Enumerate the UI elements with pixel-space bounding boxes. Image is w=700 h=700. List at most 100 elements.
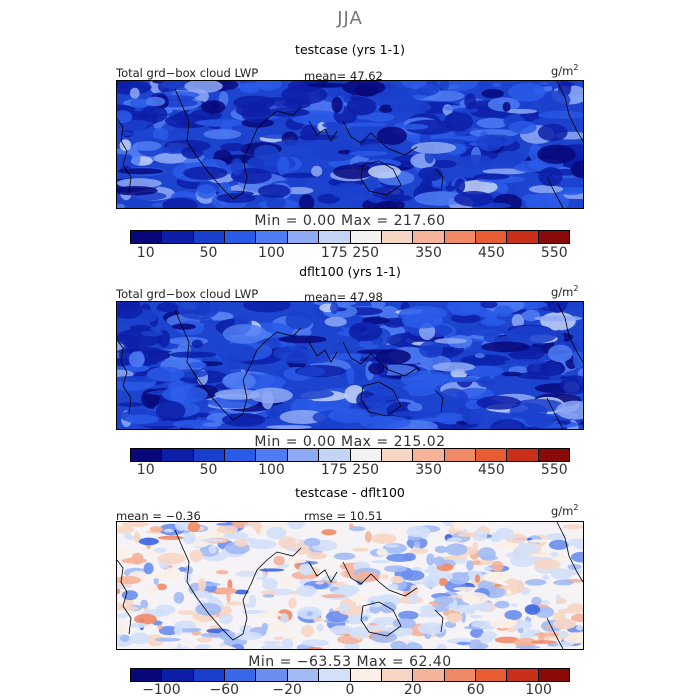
field-cell xyxy=(171,323,196,330)
field-cell xyxy=(333,552,356,560)
field-cell xyxy=(349,526,366,532)
field-cell xyxy=(301,639,330,647)
field-cell xyxy=(548,539,569,550)
field-cell xyxy=(248,539,277,550)
field-cell xyxy=(263,640,282,645)
field-cell xyxy=(119,139,132,151)
field-cell xyxy=(235,570,259,577)
field-cell xyxy=(438,388,468,409)
field-cell xyxy=(383,565,407,573)
field-cell xyxy=(220,143,247,152)
field-cell xyxy=(250,522,261,530)
field-cell xyxy=(156,583,167,591)
field-cell xyxy=(526,361,566,377)
field-cell xyxy=(560,375,583,395)
field-cell xyxy=(260,644,283,649)
field-cell xyxy=(125,414,159,424)
coastline xyxy=(266,327,302,341)
field-cell xyxy=(145,583,159,596)
field-cell xyxy=(278,335,327,344)
field-cell xyxy=(281,85,328,105)
colorbar-segment xyxy=(507,669,539,681)
field-cell xyxy=(375,349,411,365)
field-cell xyxy=(374,200,398,208)
field-cell xyxy=(181,146,204,159)
field-cell xyxy=(195,644,213,649)
field-cell xyxy=(411,141,457,154)
field-cell xyxy=(131,552,144,565)
field-cell xyxy=(119,634,130,642)
field-cell xyxy=(188,361,207,369)
field-cell xyxy=(315,581,324,585)
field-cell xyxy=(371,186,405,199)
field-cell xyxy=(348,321,383,342)
field-cell xyxy=(348,151,389,156)
field-cell xyxy=(444,377,479,382)
coastline xyxy=(174,529,268,641)
field-cell xyxy=(284,186,314,195)
field-cell xyxy=(445,543,468,556)
field-cell xyxy=(241,603,257,608)
field-cell xyxy=(357,634,362,641)
field-cell xyxy=(163,528,174,533)
field-cell xyxy=(546,302,568,313)
field-cell xyxy=(313,617,324,622)
coastline xyxy=(546,617,564,649)
field-cell xyxy=(387,583,399,590)
field-cell xyxy=(141,330,163,337)
field-cell xyxy=(216,570,229,575)
field-cell xyxy=(239,82,261,94)
panel2-units: g/m2 xyxy=(551,284,579,299)
colorbar-tick-label: 550 xyxy=(540,245,568,261)
field-cell xyxy=(234,589,249,595)
field-cell xyxy=(469,615,483,619)
field-cell xyxy=(525,192,570,208)
field-cell xyxy=(328,408,370,424)
field-cell xyxy=(164,567,181,580)
field-cell xyxy=(173,624,183,636)
field-cell xyxy=(370,533,397,544)
field-cell xyxy=(182,532,196,545)
colorbar-segment xyxy=(381,449,414,461)
field-cell xyxy=(333,164,375,179)
field-cell xyxy=(553,618,577,630)
field-cell xyxy=(407,402,423,412)
panel1-variable-label: Total grd−box cloud LWP xyxy=(116,66,259,80)
field-cell xyxy=(505,552,529,559)
field-cell xyxy=(342,81,386,96)
field-cell xyxy=(534,632,562,637)
field-cell xyxy=(191,339,203,349)
colorbar-tick-label: 60 xyxy=(466,682,485,698)
field-cell xyxy=(200,538,227,543)
field-cell xyxy=(477,376,495,388)
field-cell xyxy=(117,168,164,175)
field-cell xyxy=(364,395,387,409)
field-cell xyxy=(445,185,456,192)
field-cell xyxy=(465,325,507,336)
field-cell xyxy=(410,548,429,554)
field-cell xyxy=(230,522,239,528)
field-cell xyxy=(464,93,477,110)
field-cell xyxy=(184,81,223,93)
field-cell xyxy=(306,611,313,617)
field-cell xyxy=(117,178,162,189)
panel3-min-max: Min = −63.53 Max = 62.40 xyxy=(248,654,452,670)
field-cell xyxy=(570,613,583,623)
field-cell xyxy=(155,401,186,421)
field-cell xyxy=(414,191,466,206)
field-cell xyxy=(436,643,447,649)
field-cell xyxy=(222,372,256,390)
colorbar-segment xyxy=(225,669,257,681)
colorbar-tick-label: 100 xyxy=(258,245,285,261)
field-cell xyxy=(555,598,567,604)
field-cell xyxy=(162,198,198,208)
field-cell xyxy=(299,425,341,429)
field-cell xyxy=(443,555,467,560)
field-cell xyxy=(564,632,583,644)
field-cell xyxy=(279,576,293,588)
coastline xyxy=(342,561,418,597)
field-cell xyxy=(173,647,191,649)
field-cell xyxy=(472,542,479,550)
field-cell xyxy=(149,526,163,533)
field-cell xyxy=(392,411,436,417)
